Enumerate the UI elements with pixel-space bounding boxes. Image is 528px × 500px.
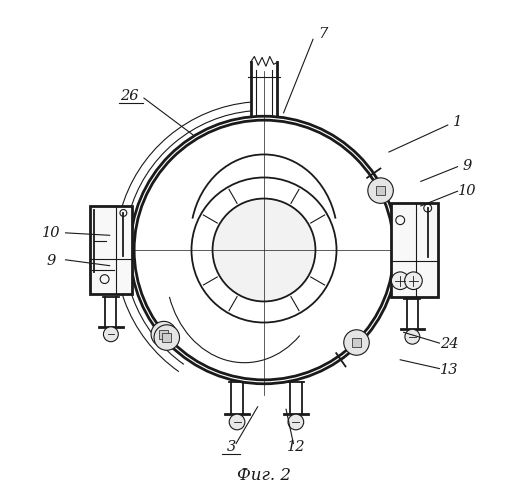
Bar (159, 330, 168, 338)
Circle shape (213, 198, 315, 302)
Text: 24: 24 (440, 337, 458, 351)
Text: 10: 10 (458, 184, 477, 198)
Bar (90, 206, 131, 294)
Circle shape (229, 414, 245, 430)
Text: Фиг. 2: Фиг. 2 (237, 467, 291, 484)
Circle shape (151, 322, 176, 347)
Bar (163, 333, 171, 342)
Text: 1: 1 (453, 114, 462, 128)
Text: 26: 26 (120, 88, 138, 102)
Circle shape (344, 330, 369, 355)
Text: 9: 9 (46, 254, 55, 268)
Circle shape (154, 325, 180, 350)
Circle shape (368, 178, 393, 204)
Text: 13: 13 (440, 363, 458, 377)
Text: 7: 7 (318, 28, 327, 42)
Text: 3: 3 (227, 440, 236, 454)
Text: 12: 12 (287, 440, 305, 454)
Text: 9: 9 (463, 158, 472, 172)
Bar (391, 204, 438, 296)
Circle shape (288, 414, 304, 430)
Circle shape (404, 272, 422, 289)
Text: 10: 10 (42, 226, 60, 240)
Circle shape (405, 330, 420, 344)
Bar (352, 338, 361, 347)
Circle shape (103, 327, 118, 342)
Bar (376, 186, 385, 195)
Circle shape (391, 272, 409, 289)
